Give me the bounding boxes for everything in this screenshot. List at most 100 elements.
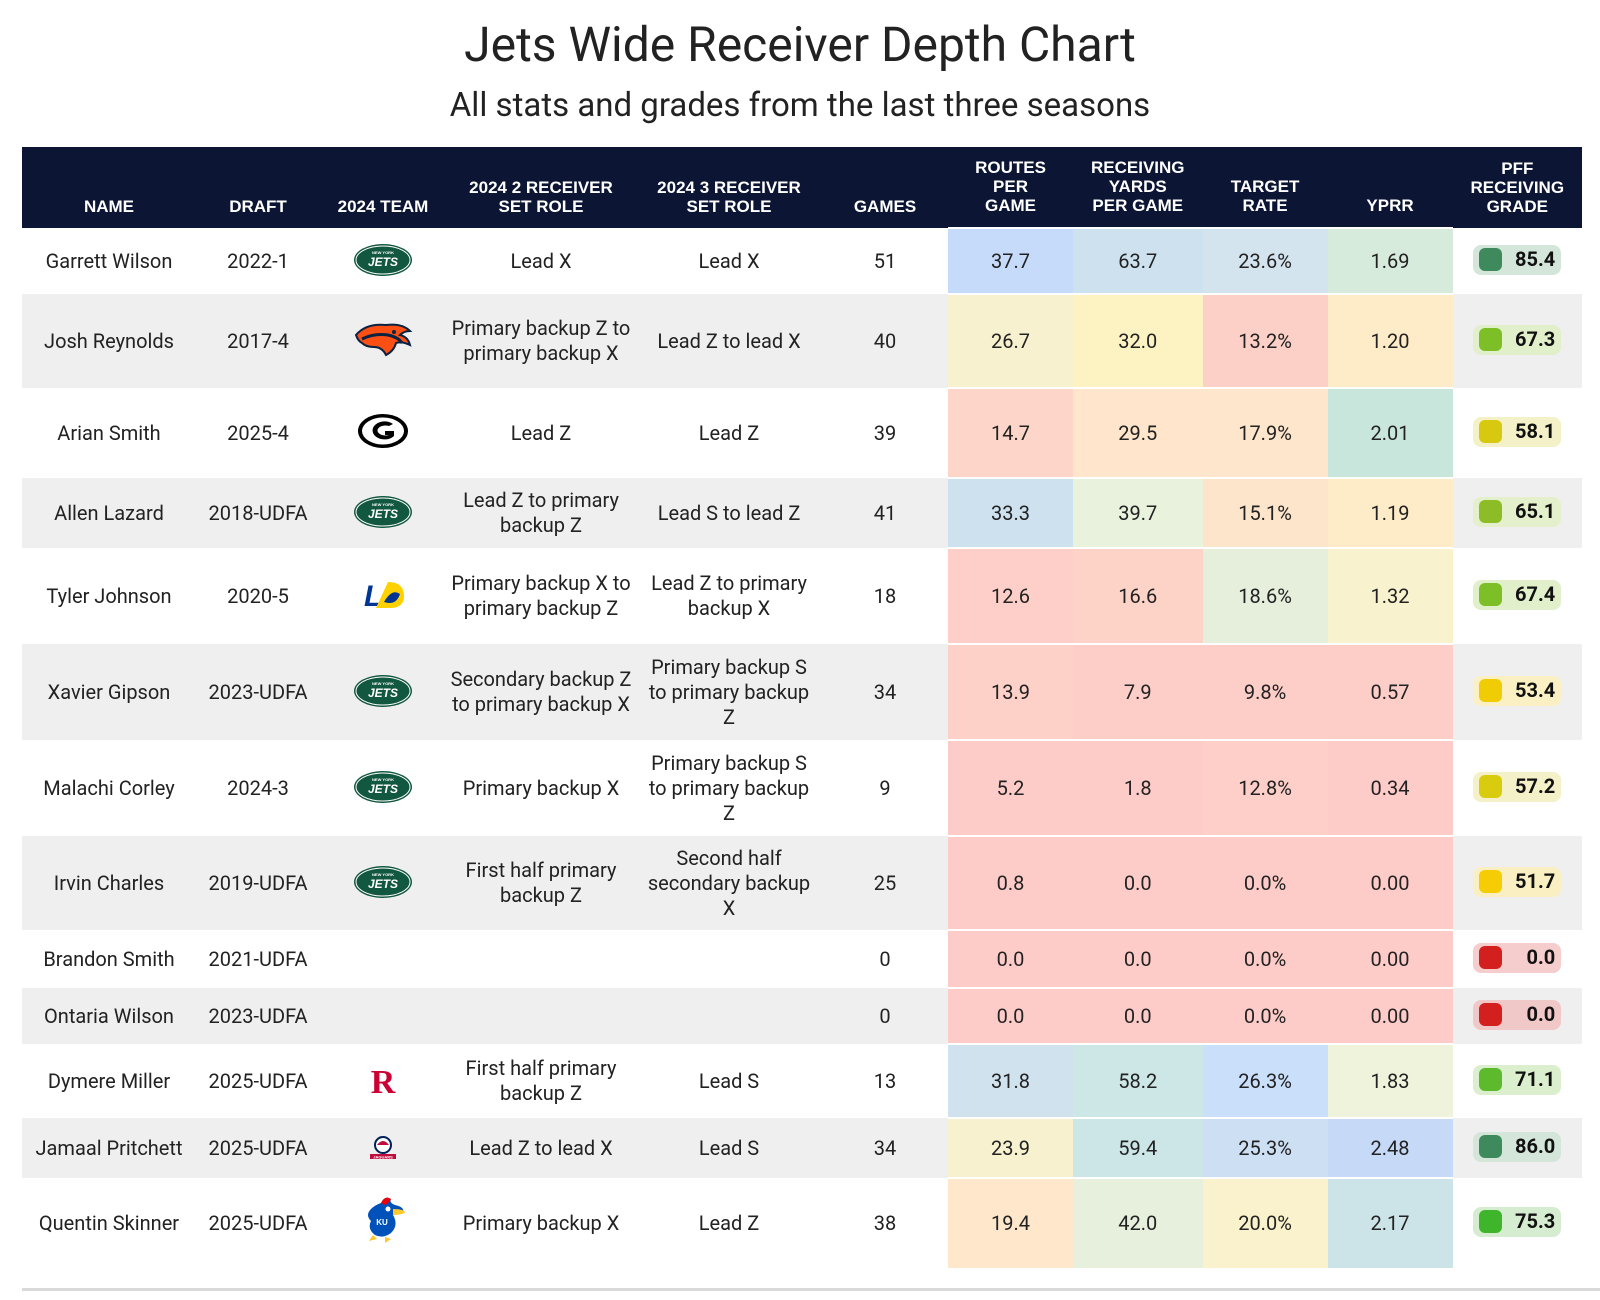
- svg-text:KU: KU: [376, 1218, 388, 1227]
- yards-cell: 16.6: [1073, 547, 1203, 644]
- team-cell: [320, 294, 446, 388]
- grade-cell: 0.0: [1452, 988, 1583, 1044]
- table-row: Irvin Charles 2019-UDFA NEW YORK JETS First …: [22, 835, 1583, 930]
- team-cell: NEW YORK JETS: [320, 836, 446, 930]
- jets-logo-icon: NEW YORK JETS: [351, 861, 415, 903]
- svg-text:L: L: [364, 580, 382, 612]
- role3-cell: Lead Z: [636, 1178, 822, 1268]
- routes-cell: 37.7: [948, 227, 1073, 294]
- role3-cell: Second half secondary backup X: [636, 836, 822, 930]
- grade-value: 57.2: [1515, 774, 1556, 799]
- yprr-cell: 1.19: [1327, 477, 1453, 548]
- yards-cell: 63.7: [1073, 227, 1203, 294]
- svg-text:JETS: JETS: [368, 782, 398, 796]
- svg-text:NEW YORK: NEW YORK: [372, 502, 394, 507]
- routes-cell: 19.4: [948, 1177, 1073, 1268]
- grade-value: 85.4: [1515, 247, 1556, 272]
- svg-text:NEW YORK: NEW YORK: [372, 250, 394, 255]
- yards-cell: 59.4: [1073, 1117, 1203, 1178]
- table-row: Tyler Johnson 2020-5 L Primary backup X to …: [22, 547, 1583, 644]
- header-row: NAME DRAFT 2024 TEAM 2024 2 RECEIVER SET…: [22, 147, 1583, 228]
- target-rate-cell: 0.0%: [1202, 987, 1328, 1044]
- target-rate-cell: 25.3%: [1202, 1117, 1328, 1178]
- grade-swatch-icon: [1479, 679, 1503, 703]
- grade-value: 65.1: [1515, 499, 1556, 524]
- rams-logo-icon: L: [351, 574, 415, 616]
- draft-cell: 2018-UDFA: [196, 478, 320, 548]
- grade-cell: 51.7: [1452, 836, 1583, 930]
- player-name: Tyler Johnson: [22, 548, 196, 644]
- draft-cell: 2025-UDFA: [196, 1178, 320, 1268]
- grade-cell: 65.1: [1452, 478, 1583, 548]
- routes-cell: 0.0: [948, 987, 1073, 1044]
- table-row: Malachi Corley 2024-3 NEW YORK JETS Primary …: [22, 739, 1583, 836]
- yards-cell: 0.0: [1073, 835, 1203, 930]
- target-rate-cell: 23.6%: [1202, 227, 1328, 294]
- svg-text:JETS: JETS: [368, 686, 398, 700]
- role3-cell: Lead Z: [636, 388, 822, 478]
- svg-text:JAGUARS: JAGUARS: [373, 1155, 393, 1160]
- role3-cell: Primary backup S to primary backup Z: [636, 644, 822, 740]
- col-header-role2: 2024 2 RECEIVER SET ROLE: [446, 147, 636, 228]
- yprr-cell: 1.32: [1327, 547, 1453, 644]
- jets-logo-icon: NEW YORK JETS: [351, 239, 415, 281]
- yards-cell: 0.0: [1073, 929, 1203, 988]
- col-header-games: GAMES: [822, 147, 948, 228]
- table-row: Quentin Skinner 2025-UDFA KU Primary backup…: [22, 1177, 1583, 1268]
- svg-text:JETS: JETS: [368, 255, 398, 269]
- grade-badge: 86.0: [1473, 1131, 1562, 1162]
- role3-cell: Primary backup S to primary backup Z: [636, 740, 822, 836]
- games-cell: 34: [822, 644, 948, 740]
- grade-swatch-icon: [1479, 420, 1503, 444]
- grade-value: 0.0: [1526, 945, 1556, 970]
- grade-swatch-icon: [1479, 870, 1503, 894]
- draft-cell: 2017-4: [196, 294, 320, 388]
- col-header-yprr: YPRR: [1327, 147, 1453, 228]
- grade-badge: 58.1: [1473, 416, 1562, 447]
- target-rate-cell: 0.0%: [1202, 835, 1328, 930]
- table-row: Josh Reynolds 2017-4 Primary backup Z to p…: [22, 293, 1583, 388]
- draft-cell: 2025-4: [196, 388, 320, 478]
- target-rate-cell: 12.8%: [1202, 739, 1328, 836]
- table-row: Garrett Wilson 2022-1 NEW YORK JETS Lead X Le…: [22, 227, 1583, 294]
- grade-swatch-icon: [1479, 500, 1503, 524]
- routes-cell: 26.7: [948, 293, 1073, 388]
- chart-subtitle: All stats and grades from the last three…: [449, 86, 1151, 125]
- routes-cell: 33.3: [948, 477, 1073, 548]
- games-cell: 25: [822, 836, 948, 930]
- games-cell: 41: [822, 478, 948, 548]
- table-row: Arian Smith 2025-4 Lead Z Lead Z 39 14.7 29.5 1…: [22, 387, 1583, 478]
- grade-cell: 86.0: [1452, 1118, 1583, 1178]
- player-name: Arian Smith: [22, 388, 196, 478]
- svg-text:R: R: [371, 1064, 396, 1097]
- svg-text:NEW YORK: NEW YORK: [372, 777, 394, 782]
- yards-cell: 32.0: [1073, 293, 1203, 388]
- yprr-cell: 2.17: [1327, 1177, 1453, 1268]
- player-name: Irvin Charles: [22, 836, 196, 930]
- routes-cell: 0.8: [948, 835, 1073, 930]
- yprr-cell: 0.34: [1327, 739, 1453, 836]
- team-cell: NEW YORK JETS: [320, 228, 446, 294]
- grade-value: 0.0: [1526, 1002, 1556, 1027]
- team-cell: [320, 930, 446, 988]
- target-rate-cell: 13.2%: [1202, 293, 1328, 388]
- role3-cell: Lead Z to lead X: [636, 294, 822, 388]
- role3-cell: [636, 930, 822, 988]
- team-cell: [320, 388, 446, 478]
- col-header-role3: 2024 3 RECEIVER SET ROLE: [636, 147, 822, 228]
- grade-value: 53.4: [1515, 678, 1556, 703]
- yards-cell: 7.9: [1073, 643, 1203, 740]
- yards-cell: 58.2: [1073, 1043, 1203, 1118]
- rutgers-logo-icon: R: [351, 1059, 415, 1101]
- col-header-yards: RECEIVING YARDS PER GAME: [1073, 147, 1203, 228]
- svg-text:JETS: JETS: [368, 877, 398, 891]
- yprr-cell: 1.83: [1327, 1043, 1453, 1118]
- team-cell: JAGUARS: [320, 1118, 446, 1178]
- col-header-draft: DRAFT: [196, 147, 320, 228]
- games-cell: 9: [822, 740, 948, 836]
- team-cell: KU: [320, 1178, 446, 1268]
- games-cell: 0: [822, 988, 948, 1044]
- table-row: Xavier Gipson 2023-UDFA NEW YORK JETS Second…: [22, 643, 1583, 740]
- games-cell: 18: [822, 548, 948, 644]
- table-bottom-rule: [22, 1288, 1600, 1291]
